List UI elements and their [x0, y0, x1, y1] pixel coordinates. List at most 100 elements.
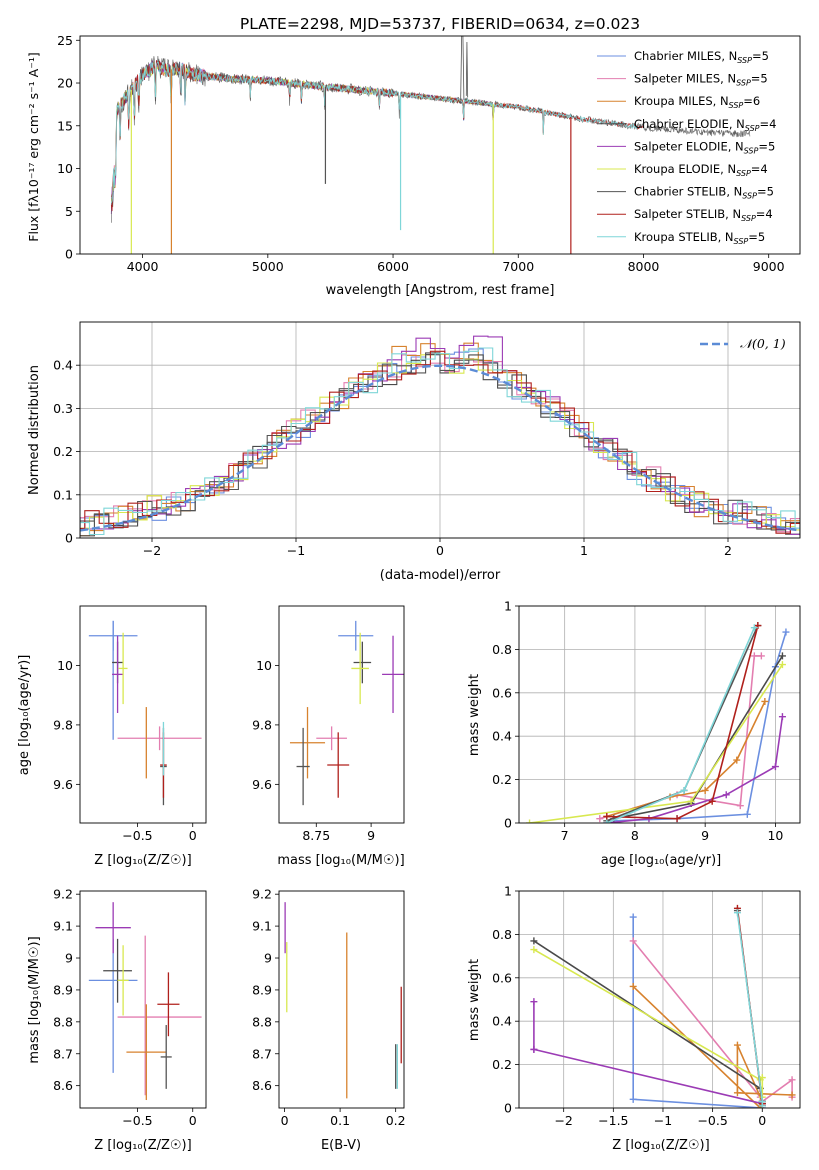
- y-tick-label: 0.4: [492, 729, 512, 744]
- y-tick-label: 0.4: [492, 1014, 512, 1029]
- y-tick-label: 10: [57, 658, 73, 673]
- mass-weight-marker: [750, 652, 758, 660]
- mass-weight-marker: [629, 982, 637, 990]
- y-tick-label: 9.2: [53, 887, 73, 902]
- y-tick-label: 9: [65, 951, 73, 966]
- mass-weight-marker: [603, 812, 611, 820]
- panel-6-marks: [88, 902, 202, 1101]
- x-tick-label: 0: [189, 1113, 197, 1128]
- panel-2-frame: [79, 321, 801, 539]
- y-tick-label: 0.2: [492, 1057, 512, 1072]
- x-tick-label: 0.2: [386, 1113, 406, 1128]
- legend-label-rest: =4: [760, 117, 777, 131]
- legend-label: Salpeter ELODIE, NSSP=5: [634, 139, 775, 155]
- age-z-xlabel: Z [log₁₀(Z/Z☉)]: [94, 853, 191, 868]
- spectrum-xlabel: wavelength [Angstrom, rest frame]: [326, 283, 555, 298]
- y-tick-label: 9.8: [53, 717, 73, 732]
- spectrum-series-line: [110, 61, 638, 204]
- x-tick-label: 0: [758, 1113, 766, 1128]
- panel-5-frame: [518, 605, 801, 824]
- y-tick-label: 8.9: [252, 982, 272, 997]
- legend-label-rest: =5: [757, 185, 774, 199]
- y-tick-label: 10: [256, 658, 272, 673]
- x-tick-label: 9: [701, 828, 709, 843]
- mass-weight-marker: [782, 628, 790, 636]
- mass-weight-marker: [708, 797, 716, 805]
- y-tick-label: 0.6: [492, 685, 512, 700]
- panel-3-marks: [88, 620, 202, 806]
- legend-label: Salpeter MILES, NSSP=5: [634, 72, 768, 88]
- mass-weight-marker: [596, 815, 604, 823]
- y-tick-label: 8.8: [53, 1014, 73, 1029]
- mass-ebv-xlabel: E(B-V): [321, 1138, 361, 1153]
- age-z-ylabel: age [log₁₀(age/yr)]: [17, 655, 32, 776]
- panel-4-marks: [289, 620, 404, 806]
- legend-label: Salpeter STELIB, NSSP=4: [634, 207, 773, 223]
- mass-weight-marker: [778, 661, 786, 669]
- y-tick-label: 20: [57, 76, 73, 91]
- y-tick-label: 0: [65, 531, 73, 546]
- y-tick-label: 9.8: [252, 717, 272, 732]
- panel-4-frame: [278, 605, 405, 824]
- x-tick-label: 10: [767, 828, 783, 843]
- y-tick-label: 0.2: [492, 772, 512, 787]
- x-tick-label: 5000: [252, 259, 284, 274]
- spectrum-legend: Chabrier MILES, NSSP=5 Salpeter MILES, NS…: [597, 49, 776, 246]
- legend-subscript: SSP: [734, 237, 749, 246]
- legend-label: Kroupa ELODIE, NSSP=4: [634, 162, 768, 178]
- normal-reference-curve: [80, 364, 800, 532]
- y-tick-label: 8.8: [252, 1014, 272, 1029]
- y-tick-label: 9: [264, 951, 272, 966]
- plot-layer: 4000 5000 6000 7000 8000 90000510152025Chabri…: [53, 33, 801, 1128]
- mass-weight-marker: [530, 998, 538, 1006]
- legend-label-rest: =5: [751, 72, 768, 86]
- y-tick-label: 10: [57, 161, 73, 176]
- legend-subscript: SSP: [729, 101, 744, 110]
- mass-weight-line: [533, 948, 764, 1098]
- y-tick-label: 9.1: [53, 919, 73, 934]
- x-tick-label: −2: [143, 543, 161, 558]
- residual-ylabel: Normed distribution: [27, 365, 42, 495]
- y-tick-label: 0.8: [492, 642, 512, 657]
- panel-7-marks: [284, 902, 402, 1099]
- panel-1-marks: [110, 36, 751, 254]
- x-tick-label: −2: [554, 1113, 572, 1128]
- y-tick-label: 5: [65, 204, 73, 219]
- mass-weight-marker: [750, 624, 758, 632]
- y-tick-label: 1: [504, 884, 512, 899]
- mass-z-ylabel: mass [log₁₀(M/M☉)]: [27, 936, 42, 1063]
- mass-weight-marker: [757, 652, 765, 660]
- x-tick-label: 0.1: [330, 1113, 350, 1128]
- x-tick-label: 4000: [127, 259, 159, 274]
- mass-weight-marker: [733, 756, 741, 764]
- panel-8-marks: [530, 904, 796, 1108]
- x-tick-label: 0: [436, 543, 444, 558]
- mass-weight-marker: [629, 1095, 637, 1103]
- y-tick-label: 0: [65, 247, 73, 262]
- mass-weight-marker: [687, 797, 695, 805]
- panel-2-axes: −2 −1 0 1 2 0 0.1 0.2 0.3 0.4: [53, 322, 800, 558]
- mass-weight-marker: [629, 937, 637, 945]
- panel-2-marks: [80, 335, 800, 537]
- y-tick-label: 9.6: [53, 777, 73, 792]
- y-tick-label: 8.7: [53, 1046, 73, 1061]
- mass-weight-marker: [758, 1102, 766, 1108]
- y-tick-label: 15: [57, 118, 73, 133]
- panel-3-axes: −0.5 0 9.6 9.8 10: [53, 658, 197, 843]
- y-tick-label: 0: [504, 1101, 512, 1116]
- y-tick-label: 8.6: [53, 1078, 73, 1093]
- mass-weight-marker: [778, 652, 786, 660]
- legend-label: Chabrier STELIB, NSSP=5: [634, 185, 774, 201]
- y-tick-label: 0.4: [53, 358, 73, 373]
- legend-subscript: SSP: [736, 79, 751, 88]
- x-tick-label: 0: [189, 828, 197, 843]
- mass-weight-marker: [761, 697, 769, 705]
- panel-6-axes: −0.5 0 8.6 8.7 8.8 8.9 9 9.1 9.2: [53, 887, 197, 1128]
- y-tick-label: 0.6: [492, 970, 512, 985]
- legend-label-rest: =6: [743, 94, 760, 108]
- x-tick-label: −1.5: [598, 1113, 628, 1128]
- panel-1-axes: 4000 5000 6000 7000 8000 9000 0 5 10 15 20 25: [57, 33, 785, 274]
- y-tick-label: 25: [57, 33, 73, 48]
- y-tick-label: 0.2: [53, 444, 73, 459]
- mass-weight-marker: [778, 713, 786, 721]
